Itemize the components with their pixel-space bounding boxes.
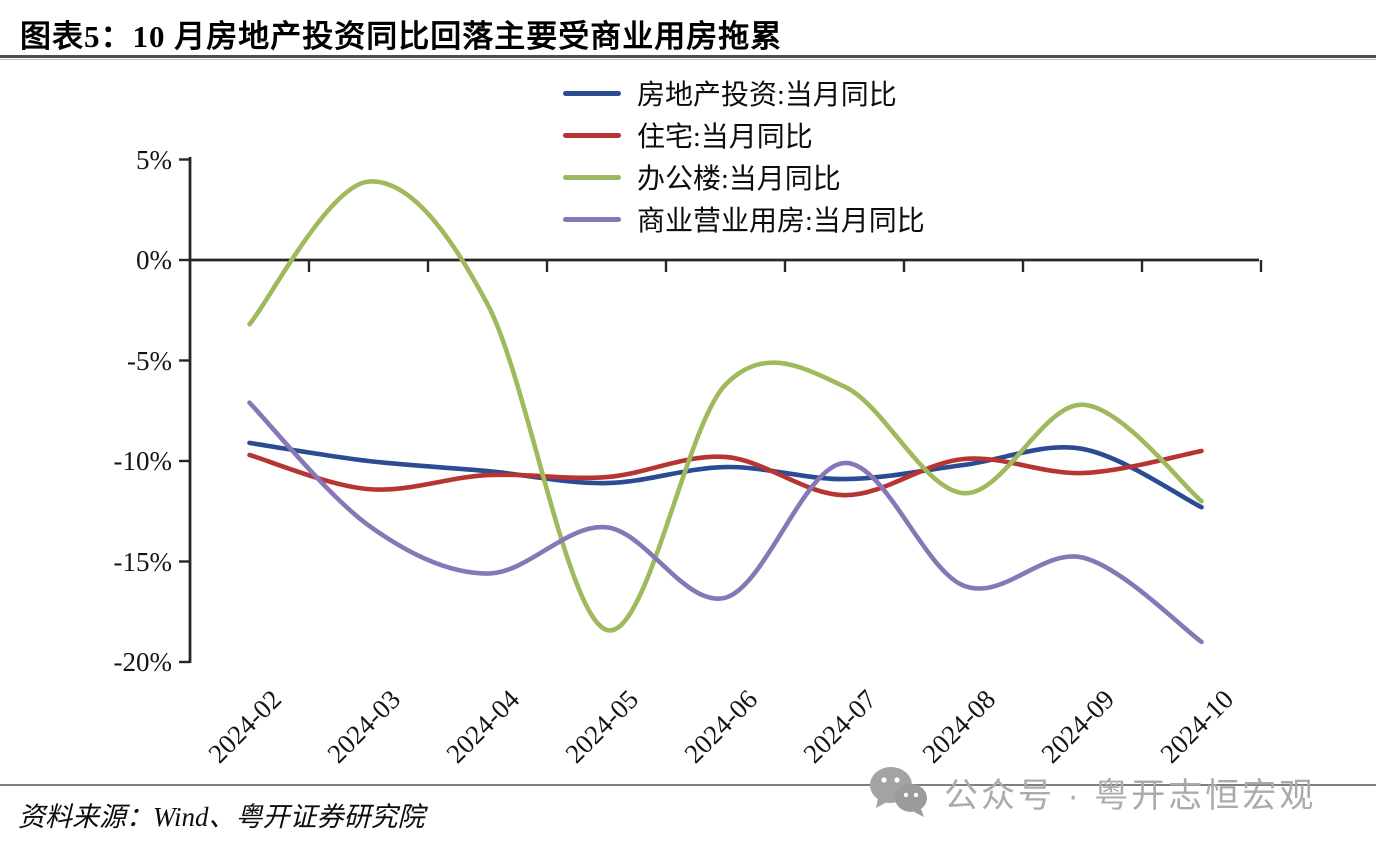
y-axis-tick-label: -15% — [113, 546, 172, 577]
legend-item-office: 办公楼:当月同比 — [563, 156, 925, 198]
figure-title: 图表5：10 月房地产投资同比回落主要受商业用房拖累 — [20, 19, 783, 54]
legend-label: 住宅:当月同比 — [637, 122, 813, 153]
y-axis-tick-label: -5% — [127, 345, 172, 376]
title-divider-shadow — [0, 59, 1376, 60]
watermark: 公众号 · 粤开志恒宏观 — [866, 764, 1316, 820]
y-axis-tick-label: -20% — [113, 647, 172, 677]
x-axis-tick-label: 2024-05 — [558, 684, 644, 769]
watermark-text: 公众号 · 粤开志恒宏观 — [944, 776, 1317, 815]
legend-swatch-blue — [563, 90, 621, 96]
y-axis-tick-label: 0% — [136, 245, 172, 275]
x-axis-tick-label: 2024-04 — [439, 684, 525, 769]
legend-label: 商业营业用房:当月同比 — [637, 206, 925, 237]
legend-label: 房地产投资:当月同比 — [637, 80, 897, 111]
x-axis-tick-label: 2024-03 — [320, 684, 406, 769]
legend-swatch-purple — [563, 216, 621, 222]
legend-swatch-green — [563, 174, 621, 180]
chart-legend: 房地产投资:当月同比 住宅:当月同比 办公楼:当月同比 商业营业用房:当月同比 — [563, 72, 925, 240]
title-divider — [0, 55, 1376, 58]
legend-item-residential: 住宅:当月同比 — [563, 114, 925, 156]
y-axis-tick-label: -10% — [113, 446, 172, 476]
legend-item-commercial: 商业营业用房:当月同比 — [563, 198, 925, 240]
y-axis-tick-label: 5% — [136, 144, 172, 175]
x-axis-tick-label: 2024-06 — [677, 684, 763, 769]
legend-swatch-red — [563, 132, 621, 138]
legend-label: 办公楼:当月同比 — [637, 164, 841, 195]
footer-divider — [0, 784, 1376, 786]
x-axis-tick-label: 2024-02 — [201, 684, 287, 769]
source-note: 资料来源：Wind、粤开证券研究院 — [18, 802, 425, 832]
wechat-icon — [870, 767, 927, 817]
x-axis-tick-label: 2024-07 — [796, 684, 882, 769]
legend-item-investment: 房地产投资:当月同比 — [563, 72, 925, 114]
